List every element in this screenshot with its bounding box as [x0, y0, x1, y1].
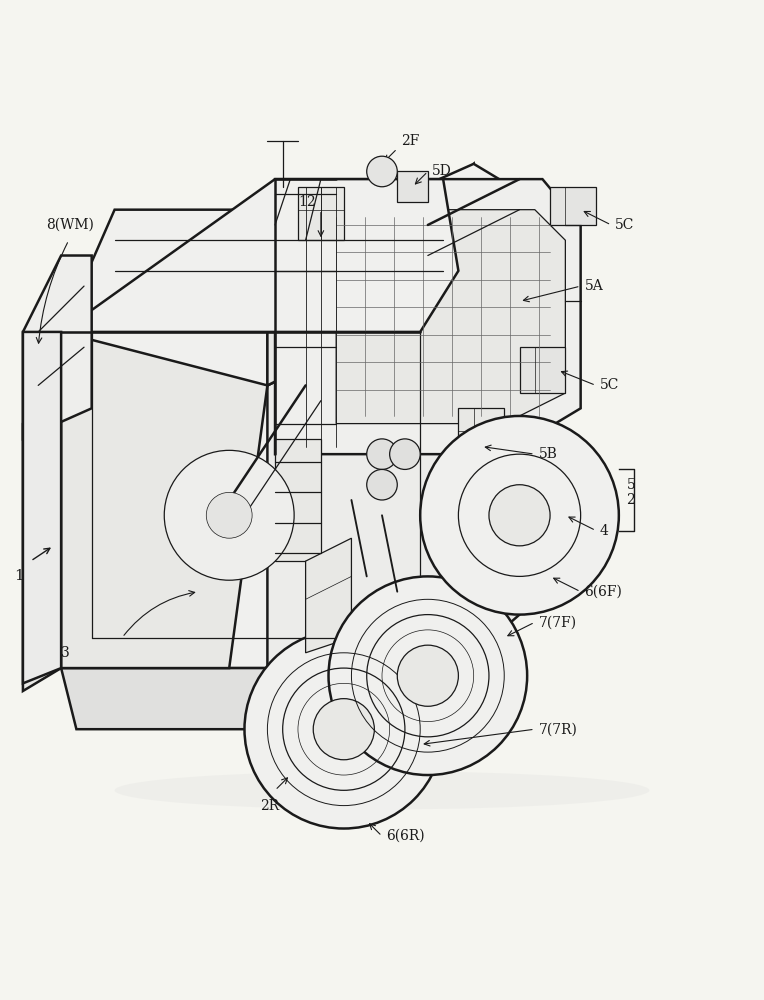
Circle shape: [313, 699, 374, 760]
Text: 5D: 5D: [432, 164, 452, 178]
Polygon shape: [306, 538, 351, 653]
Circle shape: [367, 439, 397, 469]
Polygon shape: [275, 179, 581, 454]
Polygon shape: [336, 210, 565, 424]
Text: 2R: 2R: [260, 799, 279, 813]
Polygon shape: [23, 332, 61, 683]
Text: 4: 4: [600, 524, 609, 538]
Text: 5C: 5C: [615, 218, 634, 232]
Polygon shape: [267, 286, 520, 668]
Polygon shape: [550, 187, 596, 225]
Text: 5C: 5C: [600, 378, 619, 392]
Polygon shape: [458, 408, 504, 454]
Polygon shape: [23, 256, 92, 439]
Text: 7(7R): 7(7R): [539, 722, 578, 736]
Text: 5A: 5A: [584, 279, 604, 293]
Circle shape: [390, 439, 420, 469]
Text: 2: 2: [626, 493, 635, 507]
Polygon shape: [298, 187, 344, 240]
Text: 6(6R): 6(6R): [386, 829, 425, 843]
Polygon shape: [267, 164, 550, 385]
Text: 7(7F): 7(7F): [539, 615, 577, 629]
Polygon shape: [61, 179, 458, 332]
Polygon shape: [397, 171, 428, 202]
Text: 8(WM): 8(WM): [46, 218, 94, 232]
Polygon shape: [267, 668, 474, 729]
Polygon shape: [275, 439, 321, 561]
Polygon shape: [23, 332, 61, 691]
Circle shape: [367, 469, 397, 500]
Circle shape: [367, 156, 397, 187]
Text: 5: 5: [626, 478, 635, 492]
Polygon shape: [61, 668, 420, 729]
Text: 5B: 5B: [539, 447, 558, 461]
Polygon shape: [420, 164, 474, 286]
Ellipse shape: [115, 771, 649, 809]
Polygon shape: [61, 210, 458, 668]
Text: 1: 1: [15, 569, 24, 583]
Polygon shape: [520, 347, 565, 393]
Text: 12: 12: [298, 195, 316, 209]
Circle shape: [420, 416, 619, 615]
Text: 6(6F): 6(6F): [584, 585, 623, 599]
Text: 3: 3: [61, 646, 70, 660]
Circle shape: [206, 492, 252, 538]
Circle shape: [164, 450, 294, 580]
Circle shape: [397, 645, 458, 706]
Circle shape: [329, 576, 527, 775]
Text: 2F: 2F: [401, 134, 419, 148]
Polygon shape: [61, 332, 267, 668]
Circle shape: [244, 630, 443, 829]
Polygon shape: [267, 240, 344, 385]
Circle shape: [489, 485, 550, 546]
